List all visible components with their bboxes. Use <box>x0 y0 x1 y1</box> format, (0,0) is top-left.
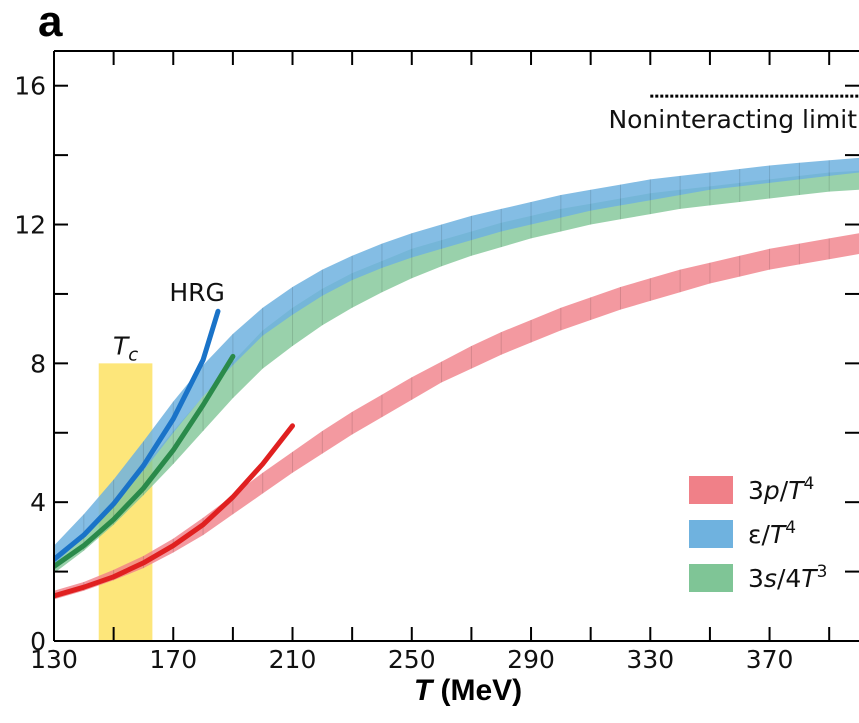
tc-label: Tc <box>113 331 138 365</box>
x-tick-label: 370 <box>746 645 794 674</box>
band-series-3 <box>54 170 859 574</box>
legend-label-3: 3s/4T3 <box>748 562 827 593</box>
annotations-layer: Noninteracting limit HRG Tc <box>113 94 859 365</box>
legend-part: T <box>788 476 805 505</box>
legend-part: 4 <box>785 518 796 538</box>
hrg-curve-1 <box>54 308 221 562</box>
legend-part: 3 <box>817 562 828 582</box>
legend-part: 3 <box>748 564 764 593</box>
bands-layer <box>54 157 859 641</box>
legend-part: ε <box>748 520 762 549</box>
legend-part: s <box>764 564 777 593</box>
legend-swatch-3 <box>689 564 733 592</box>
legend-label-2: ε/T4 <box>748 518 796 549</box>
band-series-2 <box>54 157 859 565</box>
legend-swatch-1 <box>689 476 733 504</box>
legend-part: T <box>770 520 787 549</box>
tc-label-var: T <box>113 331 130 360</box>
hrg-curve-2 <box>54 353 236 569</box>
legend-part: / <box>780 476 789 505</box>
x-tick-label: 210 <box>269 645 317 674</box>
legend-part: 4 <box>804 474 815 494</box>
hrg-curve-3 <box>54 423 295 599</box>
x-axis-label: T (MeV) <box>414 674 522 707</box>
x-tick-label: 250 <box>388 645 436 674</box>
legend-part: T <box>801 564 818 593</box>
y-tick-label: 12 <box>14 211 46 240</box>
x-tick-label: 170 <box>149 645 197 674</box>
noninteracting-label: Noninteracting limit <box>608 105 857 134</box>
legend-part: 3 <box>748 476 764 505</box>
legend-part: p <box>763 476 780 505</box>
legend-swatch-2 <box>689 520 733 548</box>
y-tick-label: 8 <box>30 349 46 378</box>
legend-part: / <box>762 520 771 549</box>
axes-frame <box>53 50 859 642</box>
y-tick-label: 16 <box>14 72 46 101</box>
legend-label-1: 3p/T4 <box>748 474 814 505</box>
x-tick-label: 130 <box>30 645 78 674</box>
y-tick-label: 0 <box>30 627 46 656</box>
hrg-curves-layer <box>54 308 295 599</box>
hrg-label: HRG <box>169 278 225 307</box>
x-tick-label: 290 <box>507 645 555 674</box>
ticks-layer: 130 170 210 250 290 330 370 0 4 8 12 16 <box>14 51 859 674</box>
x-tick-label: 330 <box>626 645 674 674</box>
y-tick-label: 4 <box>30 488 46 517</box>
legend-part: /4 <box>777 564 801 593</box>
band-series-1 <box>54 233 859 600</box>
panel-letter: a <box>38 0 63 46</box>
tc-label-sub: c <box>128 344 138 365</box>
